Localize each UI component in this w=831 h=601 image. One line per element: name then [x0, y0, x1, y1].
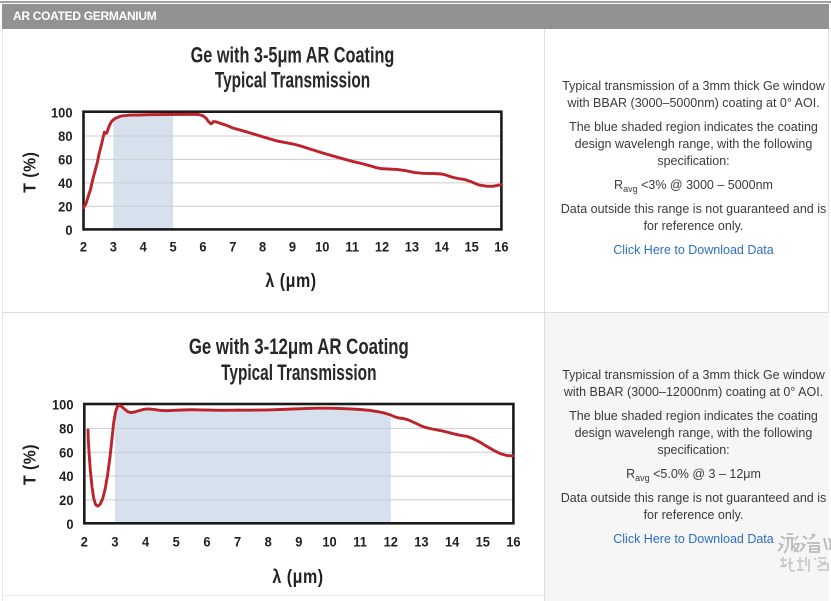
- svg-text:14: 14: [445, 534, 460, 550]
- svg-text:λ (μm): λ (μm): [272, 566, 323, 588]
- svg-text:7: 7: [229, 239, 236, 255]
- svg-text:100: 100: [52, 397, 73, 413]
- svg-text:11: 11: [345, 239, 359, 255]
- svg-text:T (%): T (%): [21, 152, 40, 193]
- svg-text:3: 3: [111, 534, 118, 550]
- svg-text:6: 6: [203, 534, 210, 550]
- svg-text:16: 16: [506, 534, 520, 550]
- svg-text:4: 4: [140, 239, 148, 255]
- svg-text:10: 10: [315, 239, 329, 255]
- svg-text:80: 80: [58, 129, 72, 145]
- svg-text:λ (μm): λ (μm): [265, 270, 316, 292]
- svg-text:40: 40: [58, 176, 72, 192]
- svg-text:9: 9: [289, 239, 296, 255]
- svg-text:14: 14: [435, 239, 450, 255]
- svg-text:60: 60: [58, 152, 72, 168]
- svg-text:20: 20: [58, 199, 72, 215]
- svg-text:12: 12: [384, 534, 398, 550]
- svg-text:2: 2: [81, 534, 88, 550]
- svg-text:8: 8: [265, 534, 273, 550]
- svg-text:100: 100: [51, 105, 72, 121]
- svg-text:12: 12: [375, 239, 389, 255]
- svg-text:11: 11: [353, 534, 367, 550]
- svg-text:20: 20: [59, 493, 73, 509]
- svg-text:7: 7: [234, 534, 241, 550]
- svg-text:Typical Transmission: Typical Transmission: [215, 69, 370, 93]
- svg-text:0: 0: [65, 222, 72, 238]
- svg-text:80: 80: [59, 421, 73, 437]
- svg-text:Ge with 3-12μm AR Coating: Ge with 3-12μm AR Coating: [189, 335, 409, 360]
- svg-text:40: 40: [59, 469, 73, 485]
- svg-text:6: 6: [199, 239, 206, 255]
- svg-text:16: 16: [494, 239, 508, 255]
- svg-text:0: 0: [66, 516, 73, 532]
- svg-text:15: 15: [464, 239, 479, 255]
- svg-text:9: 9: [295, 534, 302, 550]
- svg-text:5: 5: [170, 239, 178, 255]
- svg-text:13: 13: [405, 239, 419, 255]
- svg-text:4: 4: [142, 534, 150, 550]
- svg-text:15: 15: [476, 534, 491, 550]
- svg-text:10: 10: [322, 534, 336, 550]
- svg-text:8: 8: [259, 239, 267, 255]
- svg-text:2: 2: [80, 239, 87, 255]
- svg-text:3: 3: [110, 239, 117, 255]
- svg-text:Ge with 3-5μm AR Coating: Ge with 3-5μm AR Coating: [191, 43, 395, 68]
- svg-text:60: 60: [59, 445, 73, 461]
- svg-text:5: 5: [173, 534, 181, 550]
- svg-text:13: 13: [414, 534, 428, 550]
- svg-text:T (%): T (%): [21, 444, 40, 485]
- svg-text:Typical Transmission: Typical Transmission: [221, 361, 376, 385]
